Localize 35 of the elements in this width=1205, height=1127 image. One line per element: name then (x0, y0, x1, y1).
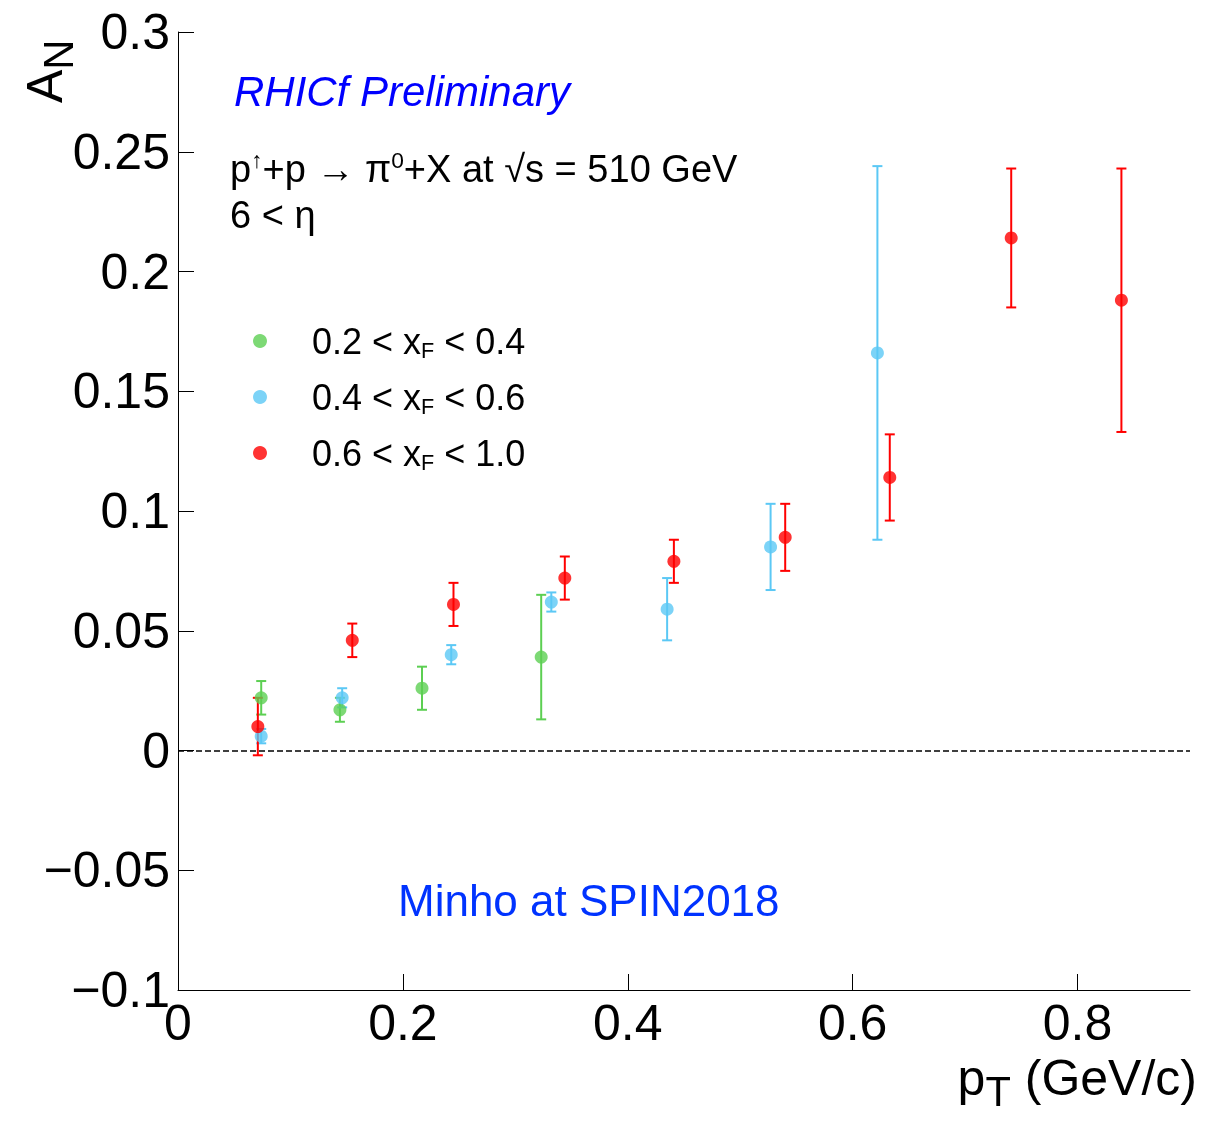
x-tick-label: 0.8 (1042, 995, 1113, 1051)
point (883, 470, 897, 484)
annotation: RHICf Preliminary (234, 67, 574, 115)
point (447, 597, 460, 611)
point (333, 703, 347, 717)
y-tick-label: 0.3 (100, 4, 170, 60)
point (335, 691, 349, 705)
point (660, 602, 674, 616)
point (558, 571, 572, 585)
x-tick-label: 0.4 (593, 995, 663, 1051)
point (251, 720, 265, 734)
y-tick-label: 0.15 (72, 363, 170, 420)
point (415, 681, 429, 695)
x-axis-title: p$_{T}$ (GeV/c) (957, 1050, 1197, 1115)
point (254, 691, 268, 705)
point (870, 346, 884, 360)
annotation: Minho at SPIN2018 (398, 875, 780, 925)
point (667, 554, 681, 568)
point (544, 595, 558, 609)
y-tick-label: 0.1 (100, 483, 170, 539)
y-tick-label: 0 (142, 722, 170, 779)
point (534, 650, 548, 664)
point (345, 633, 359, 647)
y-tick-label: −0.05 (43, 842, 170, 899)
annotation: 6 < η (230, 194, 316, 236)
point (764, 540, 778, 554)
point (444, 648, 458, 662)
point (1004, 231, 1018, 245)
x-tick-label: 0.6 (817, 995, 888, 1051)
y-tick-label: 0.2 (100, 243, 170, 300)
point (778, 530, 792, 544)
point (1114, 293, 1128, 307)
x-tick-label: 0.2 (368, 995, 438, 1051)
y-tick-label: 0.25 (72, 123, 170, 180)
y-tick-label: 0.05 (72, 602, 170, 659)
